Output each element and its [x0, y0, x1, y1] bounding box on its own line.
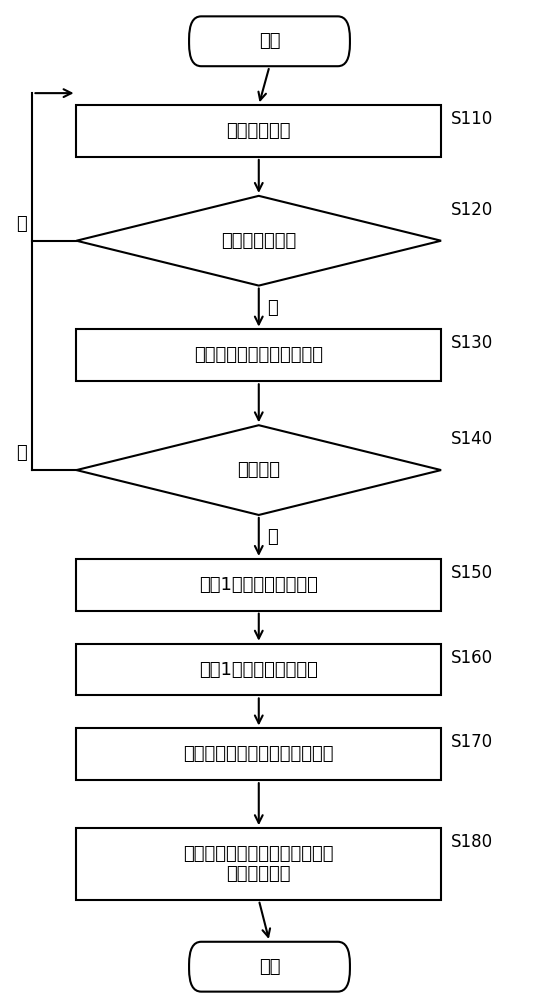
FancyBboxPatch shape: [189, 942, 350, 992]
Text: 结束: 结束: [259, 958, 280, 976]
Text: 否: 否: [16, 444, 27, 462]
Bar: [77, 728, 441, 780]
Text: 执行渲染处理（追加渲染处理）: 执行渲染处理（追加渲染处理）: [183, 745, 334, 763]
Text: S110: S110: [451, 110, 493, 128]
Bar: [77, 329, 441, 381]
FancyBboxPatch shape: [189, 16, 350, 66]
Bar: [77, 559, 441, 611]
Bar: [77, 828, 441, 900]
Text: 是: 是: [267, 528, 278, 546]
Text: 有影响？: 有影响？: [237, 461, 280, 479]
Text: S160: S160: [451, 649, 493, 667]
Text: 否: 否: [16, 215, 27, 233]
Text: S120: S120: [451, 201, 493, 219]
Text: 输出渲染处理（追加渲染处理）
后的声音信息: 输出渲染处理（追加渲染处理） 后的声音信息: [183, 845, 334, 883]
Text: S150: S150: [451, 564, 493, 582]
Text: S140: S140: [451, 430, 493, 448]
Text: S130: S130: [451, 334, 493, 352]
Text: S180: S180: [451, 833, 493, 851]
Polygon shape: [77, 425, 441, 515]
Bar: [77, 644, 441, 695]
Text: 有空间的变化？: 有空间的变化？: [221, 232, 296, 250]
Text: 将简单的对象插入到空间中: 将简单的对象插入到空间中: [194, 346, 323, 364]
Text: S170: S170: [451, 733, 493, 751]
Text: 开始: 开始: [259, 32, 280, 50]
Text: 决定1个以上的音响处理: 决定1个以上的音响处理: [199, 576, 318, 594]
Text: 取得感测数据: 取得感测数据: [226, 122, 291, 140]
Text: 是: 是: [267, 299, 278, 317]
Text: 执行1个以上的音响处理: 执行1个以上的音响处理: [199, 661, 318, 679]
Polygon shape: [77, 196, 441, 286]
Bar: [77, 105, 441, 157]
